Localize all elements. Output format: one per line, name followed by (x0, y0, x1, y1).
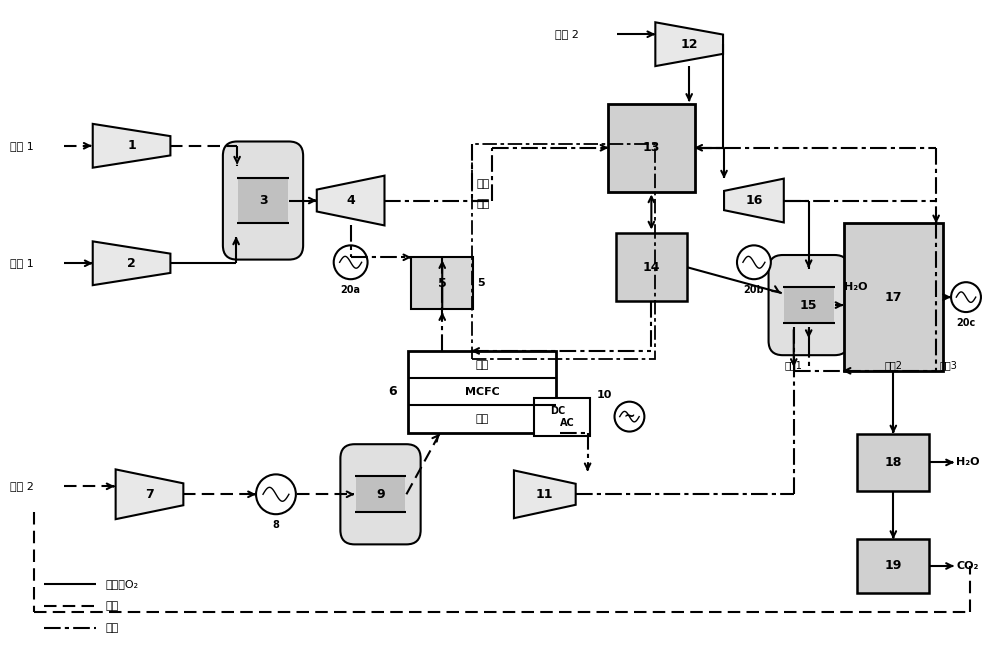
Bar (616, 233, 687, 301)
Text: 空气、O₂: 空气、O₂ (106, 579, 139, 589)
Bar (411, 257, 473, 309)
Polygon shape (93, 241, 170, 285)
FancyBboxPatch shape (223, 141, 303, 259)
Circle shape (334, 246, 368, 279)
Text: 20b: 20b (744, 285, 764, 295)
Text: 16: 16 (745, 194, 763, 207)
Polygon shape (93, 124, 170, 168)
Circle shape (615, 402, 644, 432)
Text: 废气3: 废气3 (939, 360, 957, 370)
Text: 3: 3 (259, 194, 267, 207)
Text: 9: 9 (376, 488, 385, 501)
Text: 燃料: 燃料 (106, 601, 119, 611)
Bar (534, 398, 590, 436)
Circle shape (737, 246, 771, 279)
Text: AC: AC (560, 418, 575, 428)
Bar (608, 104, 695, 191)
Text: 13: 13 (643, 141, 660, 155)
Polygon shape (655, 22, 723, 66)
Text: 14: 14 (643, 261, 660, 274)
Bar (472, 144, 655, 359)
Text: 废气: 废气 (106, 623, 119, 633)
Text: 17: 17 (885, 291, 902, 304)
Text: 7: 7 (145, 488, 154, 501)
Polygon shape (116, 470, 183, 519)
Text: 20c: 20c (956, 318, 976, 328)
Bar (356, 476, 405, 512)
Bar (844, 223, 943, 371)
Circle shape (951, 282, 981, 312)
Text: 19: 19 (885, 559, 902, 572)
Polygon shape (514, 470, 576, 518)
Text: DC: DC (550, 405, 565, 416)
Text: 10: 10 (597, 390, 612, 400)
Text: H₂O: H₂O (844, 282, 867, 292)
Text: 燃料 2: 燃料 2 (10, 481, 34, 491)
Bar (238, 178, 288, 223)
Text: 贫氧: 贫氧 (476, 179, 489, 189)
Text: 15: 15 (800, 299, 817, 312)
Bar (857, 539, 929, 593)
Polygon shape (317, 176, 384, 225)
Text: 8: 8 (273, 520, 279, 530)
Text: CO₂: CO₂ (956, 561, 978, 571)
Text: 18: 18 (885, 456, 902, 469)
Text: MCFC: MCFC (465, 386, 499, 397)
Text: 12: 12 (680, 38, 698, 50)
Bar (857, 434, 929, 491)
Text: H₂O: H₂O (956, 457, 980, 468)
Text: 空气 1: 空气 1 (10, 258, 34, 269)
FancyBboxPatch shape (769, 255, 849, 355)
Text: 阳极: 阳极 (475, 414, 489, 424)
Text: 5: 5 (477, 278, 485, 288)
Text: 20a: 20a (341, 285, 361, 295)
Text: 1: 1 (127, 140, 136, 152)
Text: 11: 11 (536, 488, 554, 501)
Bar (784, 287, 834, 323)
Polygon shape (724, 179, 784, 223)
Text: 燃料 1: 燃料 1 (10, 141, 34, 151)
Text: 阴极: 阴极 (475, 360, 489, 369)
Text: 废气1: 废气1 (785, 360, 803, 370)
Text: 4: 4 (346, 194, 355, 207)
Text: 空气: 空气 (476, 198, 489, 208)
Text: 6: 6 (388, 385, 396, 398)
Circle shape (256, 474, 296, 514)
Text: 空气 2: 空气 2 (555, 29, 579, 39)
Bar (408, 351, 556, 432)
Text: 2: 2 (127, 257, 136, 270)
Text: ~: ~ (624, 409, 635, 424)
Text: 5: 5 (438, 276, 447, 290)
FancyBboxPatch shape (340, 444, 421, 544)
Text: 废气2: 废气2 (884, 360, 902, 370)
